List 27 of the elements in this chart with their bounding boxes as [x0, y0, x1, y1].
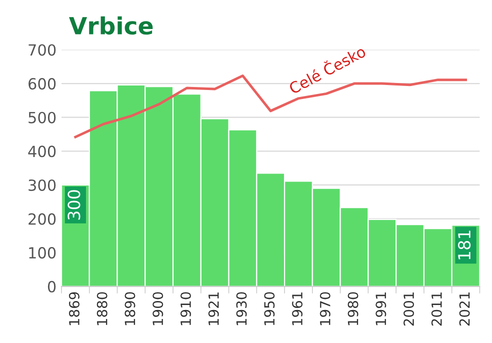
- y-tick-label: 600: [28, 78, 56, 90]
- y-tick-label: 100: [29, 247, 56, 259]
- x-tick-label: 1900: [152, 292, 164, 326]
- y-tick-label: 500: [28, 112, 56, 124]
- x-tick-label: 1880: [96, 292, 108, 326]
- x-tick-label: 1961: [292, 292, 303, 326]
- x-tick-label: 2011: [431, 292, 442, 326]
- x-tick-label: 1869: [68, 292, 80, 326]
- data-label: 300: [68, 190, 80, 220]
- chart-title: Vrbice: [68, 16, 153, 35]
- data-label: 181: [458, 230, 471, 260]
- x-tick-label: 1890: [124, 292, 136, 326]
- y-tick-label: 400: [28, 146, 56, 158]
- y-tick-label: 0: [48, 280, 56, 292]
- y-tick-label: 200: [28, 213, 56, 225]
- x-tick-label: 1991: [376, 292, 386, 326]
- x-tick-label: 1950: [264, 292, 275, 326]
- x-tick-label: 2021: [459, 292, 470, 326]
- x-tick-label: 2001: [404, 292, 414, 326]
- x-tick-label: 1921: [208, 292, 219, 326]
- x-tick-label: 1930: [236, 292, 247, 326]
- x-tick-label: 1970: [320, 292, 330, 326]
- y-tick-label: 300: [28, 179, 56, 191]
- x-tick-label: 1910: [180, 292, 191, 326]
- x-tick-label: 1980: [348, 292, 358, 326]
- text: Celé Česko: [286, 42, 367, 94]
- y-tick-label: 700: [28, 44, 56, 56]
